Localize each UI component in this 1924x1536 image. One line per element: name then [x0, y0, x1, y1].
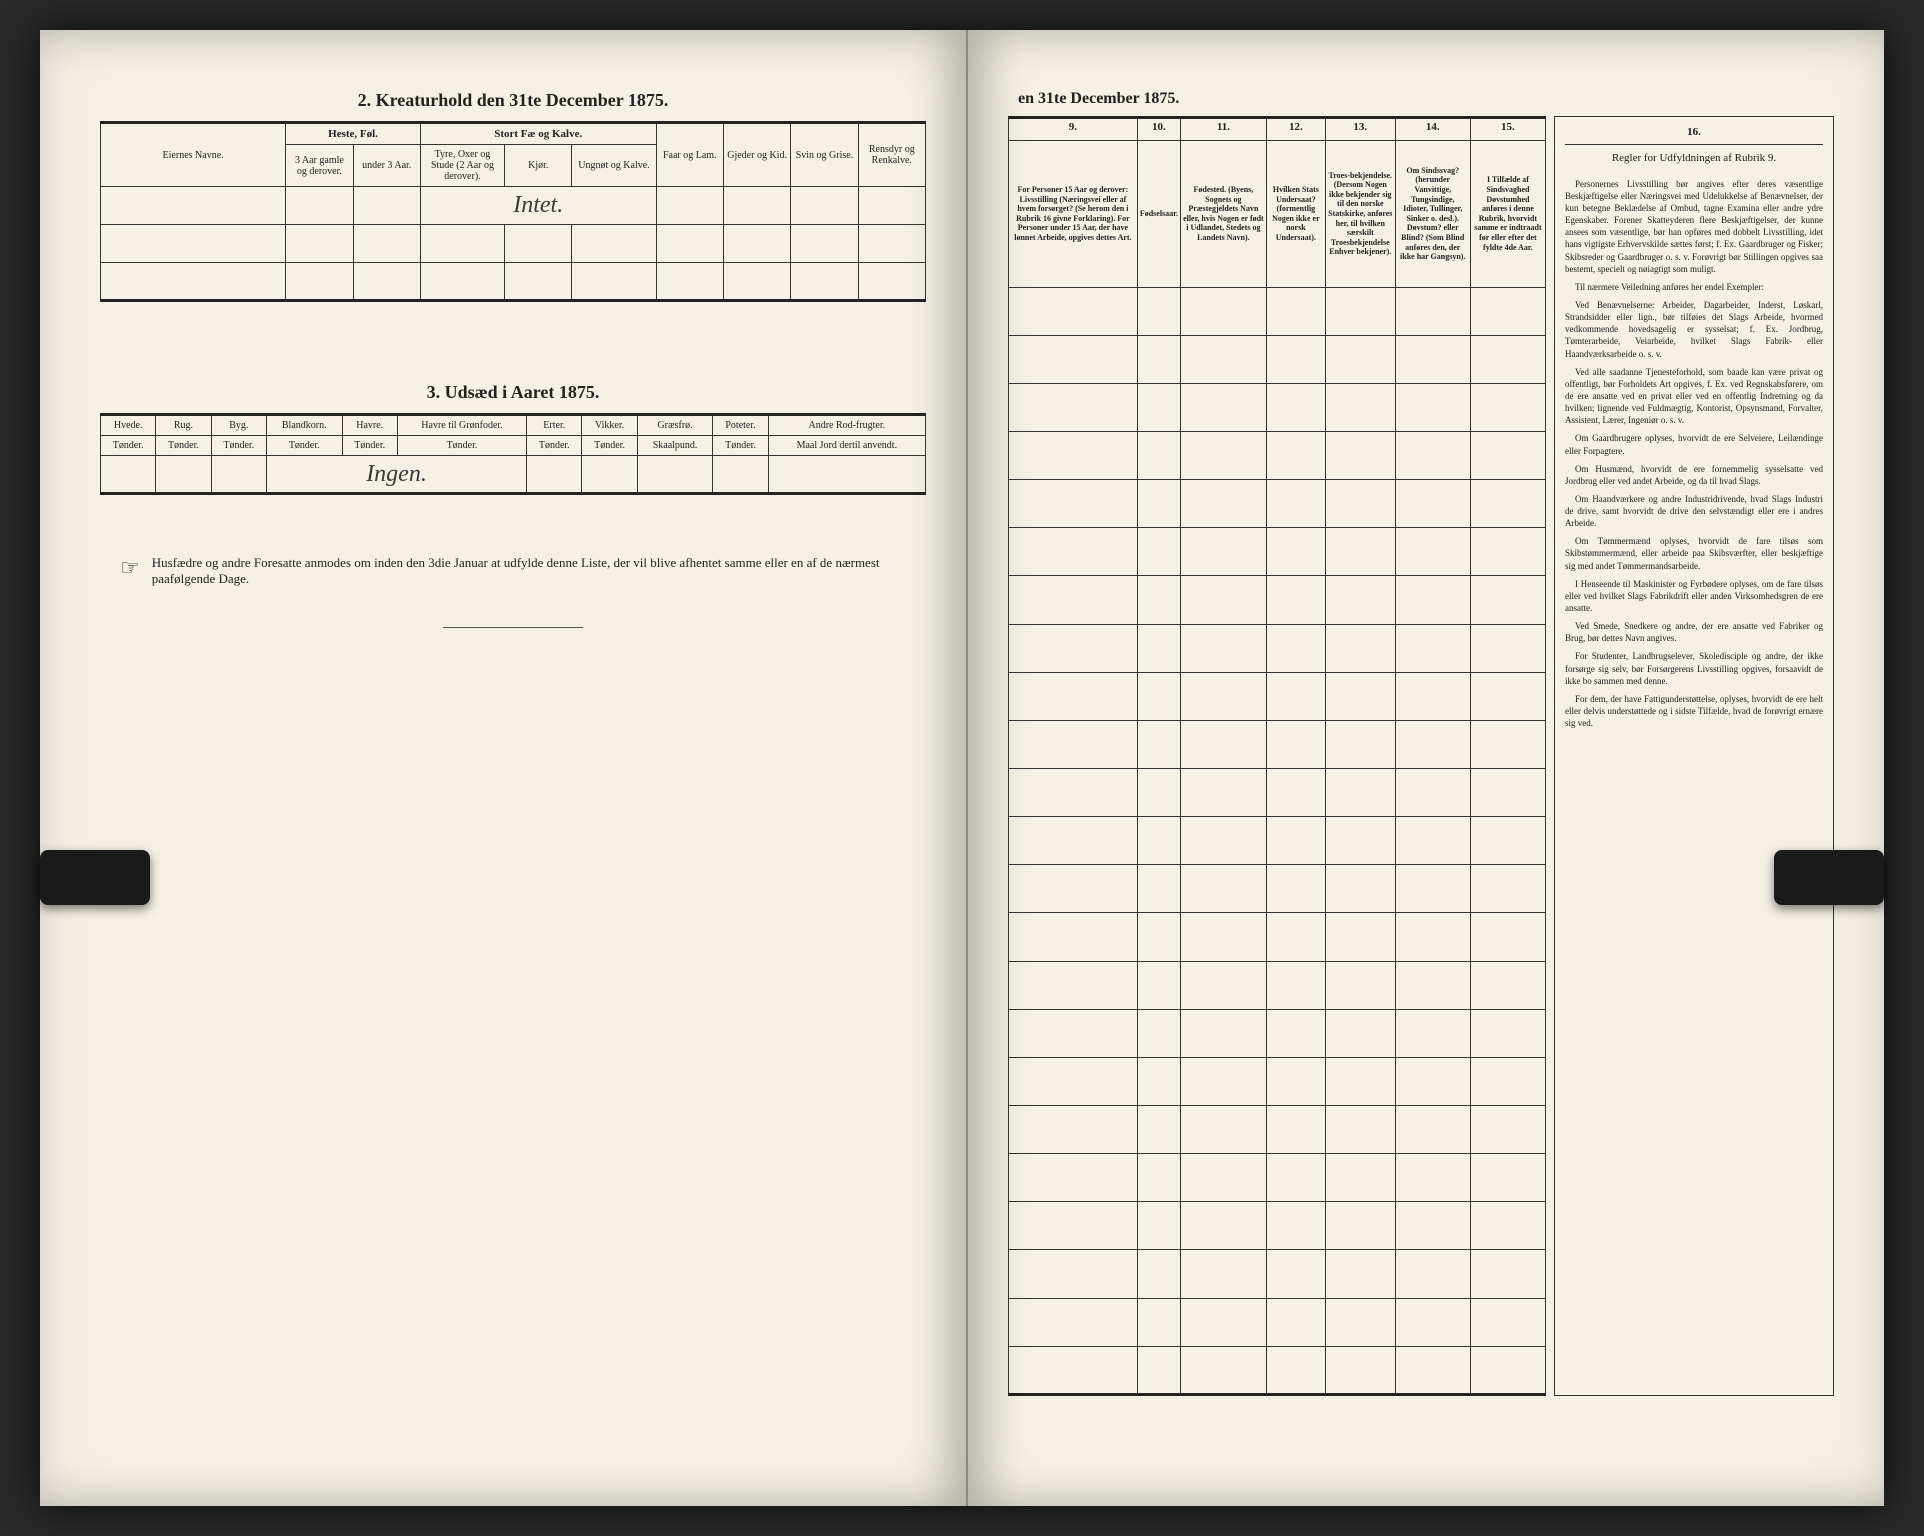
h11: Fødested. (Byens, Sognets og Præstegjeld… — [1180, 141, 1266, 288]
col-erter: Erter. — [527, 415, 582, 436]
footnote-text: Husfædre og andre Foresatte anmodes om i… — [152, 555, 906, 587]
sub-cattle-1: Tyre, Oxer og Stude (2 Aar og derover). — [420, 145, 504, 187]
inst-p6: Om Husmænd, hvorvidt de ere fornemmelig … — [1565, 463, 1823, 487]
inst-p5: Om Gaardbrugere oplyses, hvorvidt de ere… — [1565, 432, 1823, 456]
inst-p8: Om Tømmermænd oplyses, hvorvidt de fare … — [1565, 535, 1823, 571]
unit-9: Skaalpund. — [637, 436, 713, 456]
unit-3: Tønder. — [211, 436, 266, 456]
inst-p9: I Henseende til Maskinister og Fyrbødere… — [1565, 578, 1823, 614]
unit-7: Tønder. — [527, 436, 582, 456]
section-3-title: 3. Udsæd i Aaret 1875. — [100, 382, 926, 403]
cn16: 16. — [1565, 125, 1823, 145]
unit-6: Tønder. — [397, 436, 526, 456]
sub-horses-2: under 3 Aar. — [353, 145, 420, 187]
col-graesfro: Græsfrø. — [637, 415, 713, 436]
livestock-entry: Intet. — [513, 192, 563, 218]
h12: Hvilken Stats Undersaat? (formentlig Nog… — [1266, 141, 1325, 288]
col-vikker: Vikker. — [582, 415, 637, 436]
h13: Troes-bekjendelse. (Dersom Nogen ikke be… — [1325, 141, 1395, 288]
sub-horses-1: 3 Aar gamle og derover. — [286, 145, 353, 187]
archive-clip-right — [1774, 850, 1884, 905]
inst-p7: Om Haandværkere og andre Industridrivend… — [1565, 493, 1823, 529]
col-horses: Heste, Føl. — [286, 123, 421, 145]
right-page: en 31te December 1875. 9. 10. 11. 12. 13… — [968, 30, 1884, 1506]
cn12: 12. — [1266, 118, 1325, 141]
person-table: 9. 10. 11. 12. 13. 14. 15. For Personer … — [1008, 116, 1546, 1396]
col-havre: Havre. — [342, 415, 397, 436]
unit-1: Tønder. — [101, 436, 156, 456]
unit-4: Tønder. — [266, 436, 342, 456]
h15: I Tilfælde af Sindsvaghed Døvstumhed anf… — [1470, 141, 1545, 288]
unit-10: Tønder. — [713, 436, 768, 456]
col-sheep: Faar og Lam. — [656, 123, 723, 187]
col-cattle: Stort Fæ og Kalve. — [420, 123, 656, 145]
col-andre: Andre Rod-frugter. — [768, 415, 925, 436]
unit-2: Tønder. — [156, 436, 211, 456]
left-page: 2. Kreaturhold den 31te December 1875. E… — [40, 30, 968, 1506]
seed-table: Hvede. Rug. Byg. Blandkorn. Havre. Havre… — [100, 413, 926, 495]
inst-p12: For dem, der have Fattigunderstøttelse, … — [1565, 693, 1823, 729]
instructions-panel: 16. Regler for Udfyldningen af Rubrik 9.… — [1554, 116, 1834, 1396]
sub-cattle-2: Kjør. — [505, 145, 572, 187]
pointing-hand-icon: ☞ — [120, 555, 140, 581]
col-rug: Rug. — [156, 415, 211, 436]
unit-8: Tønder. — [582, 436, 637, 456]
cn13: 13. — [1325, 118, 1395, 141]
h10: Fødselsaar. — [1137, 141, 1180, 288]
inst-title: Regler for Udfyldningen af Rubrik 9. — [1565, 151, 1823, 166]
cn9: 9. — [1009, 118, 1138, 141]
cn11: 11. — [1180, 118, 1266, 141]
col-blandkorn: Blandkorn. — [266, 415, 342, 436]
h9: For Personer 15 Aar og derover: Livsstil… — [1009, 141, 1138, 288]
seed-entry: Ingen. — [366, 461, 427, 487]
sub-cattle-3: Ungnøt og Kalve. — [572, 145, 656, 187]
right-header: en 31te December 1875. — [1008, 90, 1834, 108]
col-havre-gron: Havre til Grønfoder. — [397, 415, 526, 436]
section-2-title: 2. Kreaturhold den 31te December 1875. — [100, 90, 926, 111]
col-poteter: Poteter. — [713, 415, 768, 436]
inst-p2: Til nærmere Veiledning anføres her endel… — [1565, 281, 1823, 293]
inst-p11: For Studenter, Landbrugselever, Skoledis… — [1565, 650, 1823, 686]
cn10: 10. — [1137, 118, 1180, 141]
livestock-table: Eiernes Navne. Heste, Føl. Stort Fæ og K… — [100, 121, 926, 302]
col-hvede: Hvede. — [101, 415, 156, 436]
col-pigs: Svin og Grise. — [791, 123, 858, 187]
footnote: ☞ Husfædre og andre Foresatte anmodes om… — [100, 555, 926, 587]
inst-p1: Personernes Livsstilling bør angives eft… — [1565, 178, 1823, 275]
h14: Om Sindssvag? (herunder Vanvittige, Tung… — [1395, 141, 1470, 288]
inst-p10: Ved Smede, Snedkere og andre, der ere an… — [1565, 620, 1823, 644]
col-reindeer: Rensdyr og Renkalve. — [858, 123, 925, 187]
inst-p3: Ved Benævnelserne: Arbeider, Dagarbeider… — [1565, 299, 1823, 360]
cn14: 14. — [1395, 118, 1470, 141]
col-goats: Gjeder og Kid. — [723, 123, 790, 187]
unit-5: Tønder. — [342, 436, 397, 456]
archive-clip-left — [40, 850, 150, 905]
inst-p4: Ved alle saadanne Tjenesteforhold, som b… — [1565, 366, 1823, 427]
unit-11: Maal Jord dertil anvendt. — [768, 436, 925, 456]
col-byg: Byg. — [211, 415, 266, 436]
divider — [443, 627, 583, 628]
cn15: 15. — [1470, 118, 1545, 141]
col-owner: Eiernes Navne. — [101, 123, 286, 187]
